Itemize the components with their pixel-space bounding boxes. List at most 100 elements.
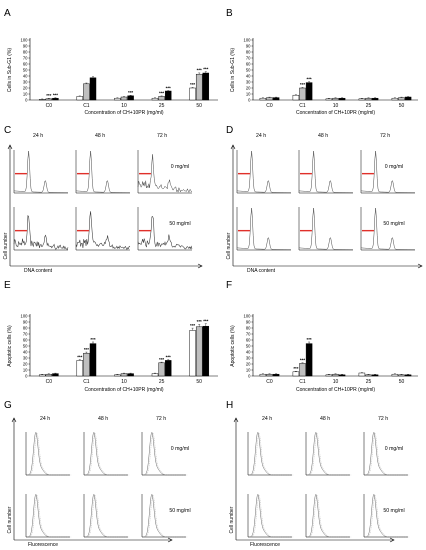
histogram-trace-secondary bbox=[365, 433, 410, 476]
bar bbox=[305, 82, 313, 101]
time-label: 24 h bbox=[40, 416, 50, 422]
x-tick-label: C1 bbox=[299, 379, 306, 385]
dose-label-low: 0 mg/ml bbox=[171, 446, 189, 452]
y-tick-label: 50 bbox=[23, 344, 28, 349]
y-axis-label: Cells in Sub-G1 (%) bbox=[230, 48, 236, 93]
y-tick-label: 10 bbox=[246, 368, 251, 373]
panel-label-d: D bbox=[226, 125, 233, 136]
bar bbox=[158, 96, 165, 101]
significance-marker: *** bbox=[300, 82, 305, 87]
histogram-trace bbox=[305, 494, 350, 538]
histogram-trace bbox=[83, 494, 128, 538]
bar bbox=[292, 94, 300, 101]
dose-label-low: 0 mg/ml bbox=[171, 164, 189, 170]
histogram-trace bbox=[13, 214, 69, 251]
y-tick-label: 80 bbox=[246, 50, 251, 55]
bar bbox=[272, 97, 280, 101]
bar bbox=[272, 373, 280, 377]
histogram-trace bbox=[141, 494, 186, 538]
significance-marker: *** bbox=[46, 93, 51, 98]
bar bbox=[292, 371, 300, 377]
time-label: 72 h bbox=[156, 416, 166, 422]
significance-marker: *** bbox=[197, 319, 202, 324]
x-arrow-head bbox=[389, 537, 395, 543]
histogram-trace bbox=[141, 432, 186, 476]
bar bbox=[391, 373, 399, 377]
significance-marker: *** bbox=[77, 354, 82, 359]
histogram-trace bbox=[137, 216, 193, 250]
histogram-x-label: Fluorescence bbox=[250, 542, 280, 548]
y-tick-label: 10 bbox=[23, 368, 28, 373]
y-tick-label: 50 bbox=[246, 68, 251, 73]
x-tick-label: 50 bbox=[196, 379, 202, 385]
time-label: 48 h bbox=[98, 416, 108, 422]
histogram-trace bbox=[305, 432, 350, 476]
dose-label-high: 50 mg/ml bbox=[169, 508, 190, 514]
dose-label-high: 50 mg/ml bbox=[383, 221, 404, 227]
bar bbox=[371, 374, 379, 377]
bar bbox=[305, 343, 313, 377]
y-arrow-head bbox=[233, 417, 239, 423]
histogram-trace-secondary bbox=[85, 433, 130, 476]
significance-marker: *** bbox=[159, 357, 164, 362]
x-arrow-head bbox=[167, 537, 173, 543]
histogram-trace bbox=[13, 150, 69, 193]
bar bbox=[365, 97, 372, 101]
bar bbox=[259, 97, 267, 101]
histogram-trace bbox=[236, 207, 292, 250]
y-tick-label: 40 bbox=[246, 350, 251, 355]
significance-marker: *** bbox=[166, 85, 171, 90]
y-tick-label: 20 bbox=[23, 362, 28, 367]
bar bbox=[38, 99, 46, 101]
time-label: 48 h bbox=[320, 416, 330, 422]
bar bbox=[127, 95, 134, 101]
histogram-grid-h: 24 h 48 h 72 h 0 mg/ml 50 mg/ml Cell number Fl… bbox=[229, 416, 410, 548]
panel-label-c: C bbox=[4, 125, 11, 136]
significance-marker: *** bbox=[307, 337, 312, 342]
y-arrow-head bbox=[7, 144, 13, 150]
histogram-trace bbox=[236, 150, 292, 193]
panel-label-g: G bbox=[4, 400, 12, 411]
bar bbox=[391, 97, 399, 101]
significance-marker: *** bbox=[159, 91, 164, 96]
x-tick-label: 25 bbox=[366, 379, 372, 385]
bar bbox=[164, 90, 172, 101]
y-axis-label: Apoptotic cells (%) bbox=[230, 325, 236, 367]
bar bbox=[332, 97, 339, 101]
bar bbox=[195, 73, 203, 101]
histogram-trace bbox=[363, 432, 408, 476]
y-arrow-head bbox=[230, 144, 236, 150]
histogram-trace-secondary bbox=[307, 433, 352, 476]
histogram-trace bbox=[360, 207, 416, 250]
panel-label-e: E bbox=[4, 280, 11, 291]
significance-marker: *** bbox=[190, 323, 195, 328]
histogram-trace bbox=[137, 154, 193, 193]
significance-marker: *** bbox=[128, 90, 133, 95]
histogram-trace-secondary bbox=[27, 495, 72, 538]
x-tick-label: C0 bbox=[266, 379, 273, 385]
bar bbox=[189, 87, 196, 101]
significance-marker: *** bbox=[190, 82, 195, 87]
significance-marker: *** bbox=[90, 337, 95, 342]
y-axis-label: Apoptotic cells (%) bbox=[7, 325, 13, 367]
x-tick-label: C1 bbox=[83, 103, 90, 109]
y-tick-label: 100 bbox=[21, 38, 29, 43]
bar bbox=[89, 343, 97, 377]
bar bbox=[259, 373, 267, 377]
significance-marker: *** bbox=[203, 319, 208, 324]
y-tick-label: 10 bbox=[246, 92, 251, 97]
x-tick-label: 25 bbox=[159, 379, 165, 385]
histogram-y-label: Cell number bbox=[7, 506, 13, 533]
bar bbox=[89, 77, 97, 101]
histogram-trace bbox=[298, 207, 354, 250]
bar bbox=[76, 96, 84, 101]
y-tick-label: 40 bbox=[246, 74, 251, 79]
x-tick-label: 50 bbox=[399, 379, 405, 385]
bar bbox=[114, 97, 121, 101]
y-tick-label: 70 bbox=[246, 56, 251, 61]
histogram-x-label: Fluorescence bbox=[28, 542, 58, 548]
bar bbox=[358, 372, 366, 377]
